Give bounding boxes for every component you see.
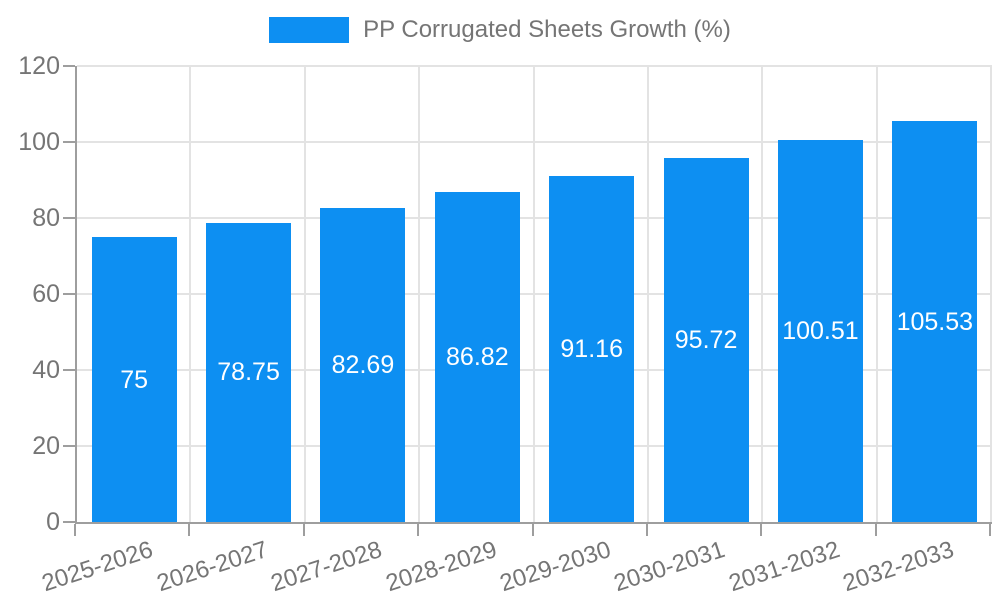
- y-tick-mark: [63, 141, 75, 143]
- bar-value-label: 82.69: [331, 350, 395, 379]
- bar: 100.51: [777, 140, 863, 522]
- v-gridline: [990, 66, 992, 522]
- bar: 91.16: [549, 175, 635, 522]
- h-gridline: [77, 293, 992, 295]
- x-tick-label: 2027-2028: [267, 536, 386, 598]
- x-tick-mark: [302, 524, 305, 536]
- y-tick-label: 80: [32, 204, 60, 232]
- x-tick-label: 2028-2029: [382, 536, 500, 598]
- y-tick-mark: [63, 217, 75, 219]
- v-gridline: [418, 66, 421, 522]
- x-tick-label: 2031-2032: [725, 536, 843, 598]
- y-tick-label: 20: [32, 432, 60, 460]
- h-gridline: [77, 65, 992, 67]
- x-tick-mark: [188, 524, 191, 536]
- chart-legend: PP Corrugated Sheets Growth (%): [0, 12, 1000, 48]
- v-gridline: [189, 66, 192, 522]
- x-tick-label: 2026-2027: [153, 536, 271, 598]
- bar-value-label: 100.51: [782, 317, 859, 346]
- y-tick-mark: [63, 445, 75, 447]
- y-tick-mark: [63, 369, 75, 371]
- y-tick-mark: [63, 521, 75, 523]
- bar-value-label: 75: [120, 365, 149, 394]
- y-tick-mark: [63, 65, 75, 67]
- x-tick-label: 2030-2031: [610, 536, 729, 598]
- x-tick-mark: [874, 524, 877, 536]
- v-gridline: [303, 66, 306, 522]
- x-tick-label: 2029-2030: [496, 536, 615, 598]
- bar-value-label: 86.82: [446, 343, 509, 372]
- x-tick-label: 2032-2033: [839, 536, 958, 598]
- v-gridline: [875, 66, 878, 522]
- legend-label: PP Corrugated Sheets Growth (%): [363, 16, 731, 43]
- x-tick-mark: [760, 524, 763, 536]
- x-tick-mark: [531, 524, 534, 536]
- x-tick-mark: [417, 524, 420, 536]
- x-tick-mark: [989, 524, 991, 536]
- v-gridline: [761, 66, 764, 522]
- bar-value-label: 91.16: [560, 334, 623, 363]
- y-tick-label: 40: [32, 356, 60, 384]
- bar: 78.75: [206, 222, 292, 522]
- bar: 105.53: [892, 121, 978, 522]
- x-tick-mark: [74, 524, 76, 536]
- bar-value-label: 78.75: [217, 358, 280, 387]
- plot-area: 75 78.75 82.69 86.82 91.16 95.72 100.51 105.53: [75, 65, 992, 524]
- y-tick-label: 100: [18, 128, 60, 156]
- y-tick-label: 0: [46, 508, 60, 536]
- bar: 86.82: [434, 192, 520, 522]
- bar-value-label: 105.53: [896, 307, 974, 336]
- h-gridline: [77, 369, 992, 371]
- v-gridline: [646, 66, 649, 522]
- bar-value-label: 95.72: [674, 326, 738, 355]
- v-gridline: [532, 66, 535, 522]
- y-tick-mark: [63, 293, 75, 295]
- bar: 75: [91, 237, 177, 522]
- x-tick-mark: [645, 524, 648, 536]
- h-gridline: [77, 217, 992, 219]
- legend-swatch: [269, 17, 350, 43]
- x-tick-label: 2025-2026: [39, 536, 157, 598]
- h-gridline: [77, 445, 992, 447]
- h-gridline: [77, 141, 992, 143]
- bar: 82.69: [320, 207, 406, 522]
- bar: 95.72: [663, 158, 749, 522]
- y-tick-label: 120: [18, 52, 60, 80]
- y-tick-label: 60: [32, 280, 60, 308]
